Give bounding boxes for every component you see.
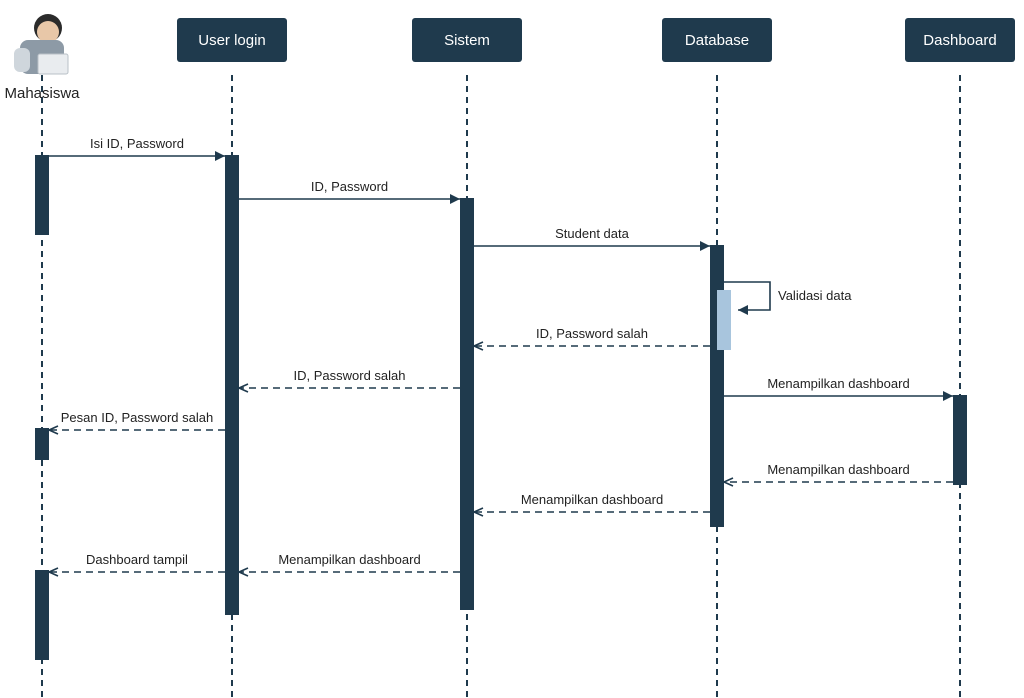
activation-dashboard-5	[953, 395, 967, 485]
message-label-5: ID, Password salah	[294, 368, 406, 383]
sequence-diagram: Mahasiswa User login Sistem Database Dashboa…	[0, 0, 1024, 698]
activation-actor-0	[35, 155, 49, 235]
message-label-9: Menampilkan dashboard	[521, 492, 663, 507]
activation-database-3	[710, 245, 724, 527]
activation-actor-7	[35, 570, 49, 660]
actor-label: Mahasiswa	[4, 85, 80, 102]
message-label-0: Isi ID, Password	[90, 136, 184, 151]
message-label-11: Dashboard tampil	[86, 552, 188, 567]
activation-userlogin-1	[225, 155, 239, 615]
message-label-8: Menampilkan dashboard	[767, 462, 909, 477]
participant-label-userlogin: User login	[198, 32, 266, 49]
message-label-6: Menampilkan dashboard	[767, 376, 909, 391]
activation-actor-6	[35, 428, 49, 460]
message-label-2: Student data	[555, 226, 629, 241]
activation-sistem-2	[460, 198, 474, 610]
participant-label-sistem: Sistem	[444, 32, 490, 49]
message-label-3: Validasi data	[778, 288, 852, 303]
participant-label-database: Database	[685, 32, 749, 49]
message-label-4: ID, Password salah	[536, 326, 648, 341]
message-label-10: Menampilkan dashboard	[278, 552, 420, 567]
participant-label-dashboard: Dashboard	[923, 32, 996, 49]
message-label-1: ID, Password	[311, 179, 388, 194]
activation-database-4	[717, 290, 731, 350]
message-label-7: Pesan ID, Password salah	[61, 410, 213, 425]
